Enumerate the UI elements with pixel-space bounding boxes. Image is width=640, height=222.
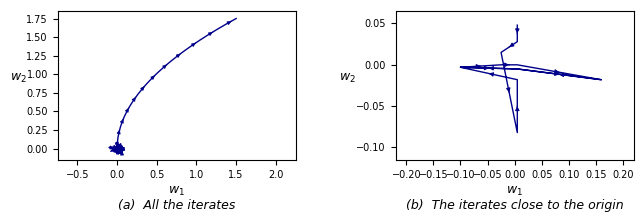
Text: (b)  The iterates close to the origin: (b) The iterates close to the origin — [406, 199, 623, 212]
Y-axis label: $w_2$: $w_2$ — [10, 72, 26, 85]
Y-axis label: $w_2$: $w_2$ — [339, 72, 356, 85]
Text: (a)  All the iterates: (a) All the iterates — [118, 199, 236, 212]
X-axis label: $w_1$: $w_1$ — [506, 185, 523, 198]
X-axis label: $w_1$: $w_1$ — [168, 185, 185, 198]
